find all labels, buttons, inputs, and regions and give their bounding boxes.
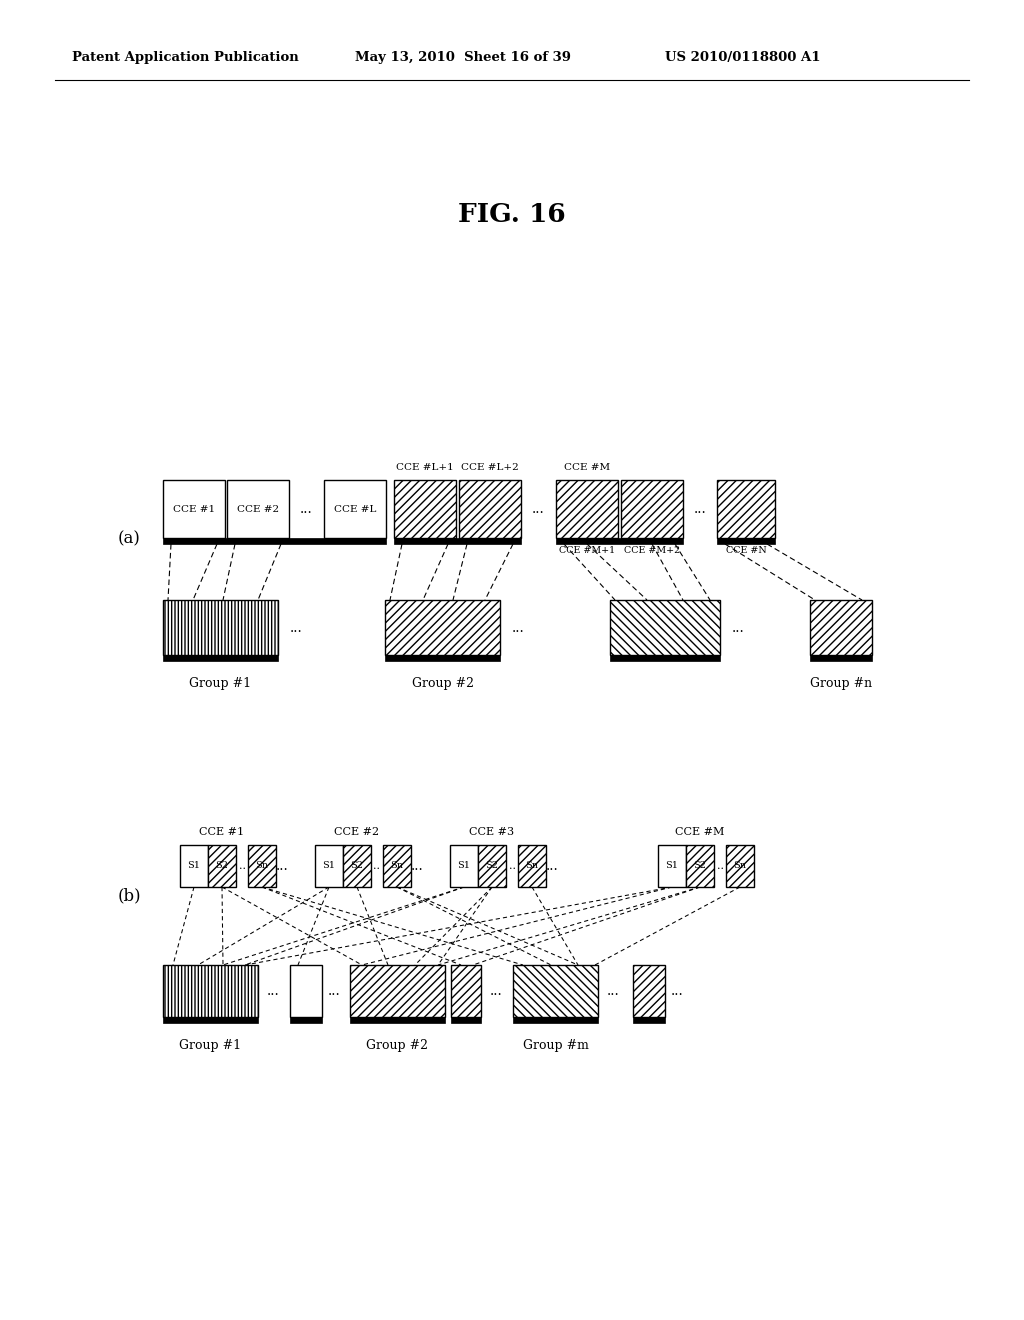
Bar <box>350 1016 445 1023</box>
Text: S1: S1 <box>458 862 470 870</box>
Bar <box>163 1016 258 1023</box>
Text: CCE #3: CCE #3 <box>469 828 515 837</box>
Text: S2: S2 <box>350 862 364 870</box>
Bar <box>621 480 683 539</box>
Text: Group #1: Group #1 <box>189 677 252 690</box>
Bar <box>163 655 278 661</box>
Text: Group #n: Group #n <box>810 677 872 690</box>
Bar <box>383 845 411 887</box>
Bar <box>451 965 481 1016</box>
Bar <box>610 655 720 661</box>
Text: Group #m: Group #m <box>522 1039 589 1052</box>
Text: S1: S1 <box>666 862 679 870</box>
Bar <box>290 965 322 1016</box>
Bar <box>163 965 258 1016</box>
Text: CCE #L+1: CCE #L+1 <box>396 462 454 471</box>
Text: CCE #M+1: CCE #M+1 <box>559 546 615 554</box>
Text: Group #2: Group #2 <box>412 677 473 690</box>
Bar <box>394 480 456 539</box>
Bar <box>290 1016 322 1023</box>
Text: S1: S1 <box>323 862 336 870</box>
Text: Sn: Sn <box>525 862 539 870</box>
Bar <box>633 965 665 1016</box>
Text: S2: S2 <box>693 862 707 870</box>
Text: CCE #M: CCE #M <box>675 828 725 837</box>
Text: Sn: Sn <box>256 862 268 870</box>
Bar <box>385 655 500 661</box>
Bar <box>180 845 208 887</box>
Text: ...: ... <box>546 859 558 873</box>
Bar <box>658 845 686 887</box>
Text: CCE #N: CCE #N <box>726 546 766 554</box>
Bar <box>227 480 289 539</box>
Bar <box>513 965 598 1016</box>
Text: ...: ... <box>328 983 340 998</box>
Text: CCE #M: CCE #M <box>564 462 610 471</box>
Text: ..: .. <box>509 861 515 871</box>
Bar <box>208 845 236 887</box>
Bar <box>810 655 872 661</box>
Bar <box>810 601 872 655</box>
Text: ...: ... <box>275 859 289 873</box>
Text: ..: .. <box>374 861 381 871</box>
Text: ...: ... <box>266 983 280 998</box>
Text: CCE #L: CCE #L <box>334 504 376 513</box>
Text: Group #1: Group #1 <box>179 1039 242 1052</box>
Bar <box>394 539 521 544</box>
Text: S1: S1 <box>187 862 201 870</box>
Text: ..: .. <box>239 861 246 871</box>
Bar <box>513 1016 598 1023</box>
Text: CCE #2: CCE #2 <box>335 828 380 837</box>
Text: ...: ... <box>512 620 524 635</box>
Bar <box>163 480 225 539</box>
Text: ...: ... <box>671 983 683 998</box>
Text: S2: S2 <box>485 862 499 870</box>
Bar <box>556 539 683 544</box>
Text: CCE #2: CCE #2 <box>237 504 280 513</box>
Bar <box>315 845 343 887</box>
Text: ...: ... <box>300 502 312 516</box>
Text: ...: ... <box>693 502 707 516</box>
Text: FIG. 16: FIG. 16 <box>458 202 566 227</box>
Bar <box>163 539 386 544</box>
Text: CCE #L+2: CCE #L+2 <box>461 462 519 471</box>
Bar <box>686 845 714 887</box>
Text: ...: ... <box>290 620 302 635</box>
Bar <box>717 539 775 544</box>
Bar <box>726 845 754 887</box>
Text: (b): (b) <box>118 887 141 904</box>
Text: ...: ... <box>731 620 744 635</box>
Bar <box>350 965 445 1016</box>
Text: ...: ... <box>531 502 545 516</box>
Bar <box>248 845 276 887</box>
Text: CCE #1: CCE #1 <box>173 504 215 513</box>
Bar <box>450 845 478 887</box>
Text: S2: S2 <box>215 862 228 870</box>
Text: Group #2: Group #2 <box>367 1039 428 1052</box>
Text: CCE #1: CCE #1 <box>200 828 245 837</box>
Bar <box>385 601 500 655</box>
Text: (a): (a) <box>118 531 141 548</box>
Bar <box>163 601 278 655</box>
Text: CCE #M+2: CCE #M+2 <box>624 546 680 554</box>
Text: US 2010/0118800 A1: US 2010/0118800 A1 <box>665 51 820 65</box>
Bar <box>324 480 386 539</box>
Text: ..: .. <box>717 861 724 871</box>
Bar <box>343 845 371 887</box>
Text: ...: ... <box>411 859 423 873</box>
Bar <box>478 845 506 887</box>
Bar <box>518 845 546 887</box>
Text: Sn: Sn <box>390 862 403 870</box>
Bar <box>451 1016 481 1023</box>
Bar <box>459 480 521 539</box>
Bar <box>633 1016 665 1023</box>
Text: Patent Application Publication: Patent Application Publication <box>72 51 299 65</box>
Bar <box>610 601 720 655</box>
Text: May 13, 2010  Sheet 16 of 39: May 13, 2010 Sheet 16 of 39 <box>355 51 571 65</box>
Bar <box>717 480 775 539</box>
Text: Sn: Sn <box>733 862 746 870</box>
Bar <box>556 480 618 539</box>
Text: ...: ... <box>489 983 503 998</box>
Text: ...: ... <box>606 983 620 998</box>
